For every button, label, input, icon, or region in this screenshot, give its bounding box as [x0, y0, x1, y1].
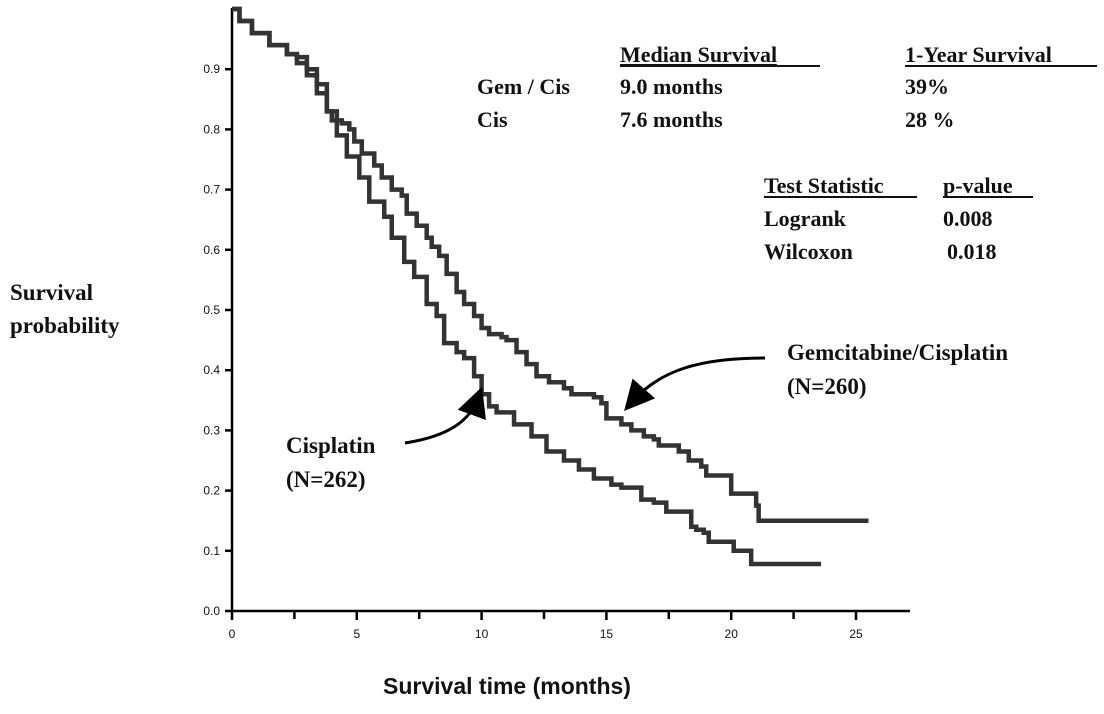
row-cis-label: Cis [477, 107, 508, 132]
wilcoxon-label: Wilcoxon [764, 239, 853, 264]
row-gemcis-1yr: 39% [905, 74, 949, 99]
x-tick-label: 25 [849, 627, 863, 641]
x-tick-label: 15 [600, 627, 614, 641]
pvalue-header: p-value [943, 173, 1013, 198]
gemcis-arrow [624, 356, 766, 412]
wilcoxon-p: 0.018 [947, 239, 997, 264]
cisplatin-survival-curve [232, 6, 822, 567]
row-cis-1yr: 28 % [905, 107, 955, 132]
y-tick-label: 0.1 [203, 544, 220, 558]
row-gemcis-median: 9.0 months [620, 74, 723, 99]
logrank-label: Logrank [764, 206, 847, 231]
logrank-p: 0.008 [943, 206, 993, 231]
x-tick-label: 0 [229, 627, 236, 641]
y-axis-label-line2: probability [10, 313, 120, 338]
y-tick-label: 0.9 [203, 62, 220, 76]
y-tick-label: 0.2 [203, 484, 220, 498]
x-tick-label: 5 [353, 627, 360, 641]
gemcis-series-label-line2: (N=260) [787, 374, 867, 399]
y-tick-label: 0.7 [203, 183, 220, 197]
gemcis-survival-curve [232, 6, 869, 523]
y-tick-label: 0.3 [203, 423, 220, 437]
y-axis-label-line1: Survival [10, 280, 93, 305]
x-axis-label: Survival time (months) [383, 673, 631, 699]
y-tick-label: 0.0 [203, 604, 220, 618]
one-year-header: 1-Year Survival [905, 42, 1052, 67]
x-tick-label: 20 [725, 627, 739, 641]
x-tick-label: 10 [475, 627, 489, 641]
median-header: Median Survival [620, 42, 777, 67]
cisplatin-arrow [404, 386, 486, 445]
cisplatin-series-label-line2: (N=262) [286, 467, 366, 492]
gemcis-series-label-line1: Gemcitabine/Cisplatin [787, 340, 1008, 365]
y-tick-label: 0.8 [203, 122, 220, 136]
y-tick-label: 0.4 [203, 363, 220, 377]
test-stat-header: Test Statistic [764, 173, 884, 198]
cisplatin-series-label-line1: Cisplatin [286, 433, 376, 458]
y-tick-label: 0.6 [203, 243, 220, 257]
y-tick-label: 0.5 [203, 303, 220, 317]
row-cis-median: 7.6 months [620, 107, 723, 132]
row-gemcis-label: Gem / Cis [477, 74, 570, 99]
